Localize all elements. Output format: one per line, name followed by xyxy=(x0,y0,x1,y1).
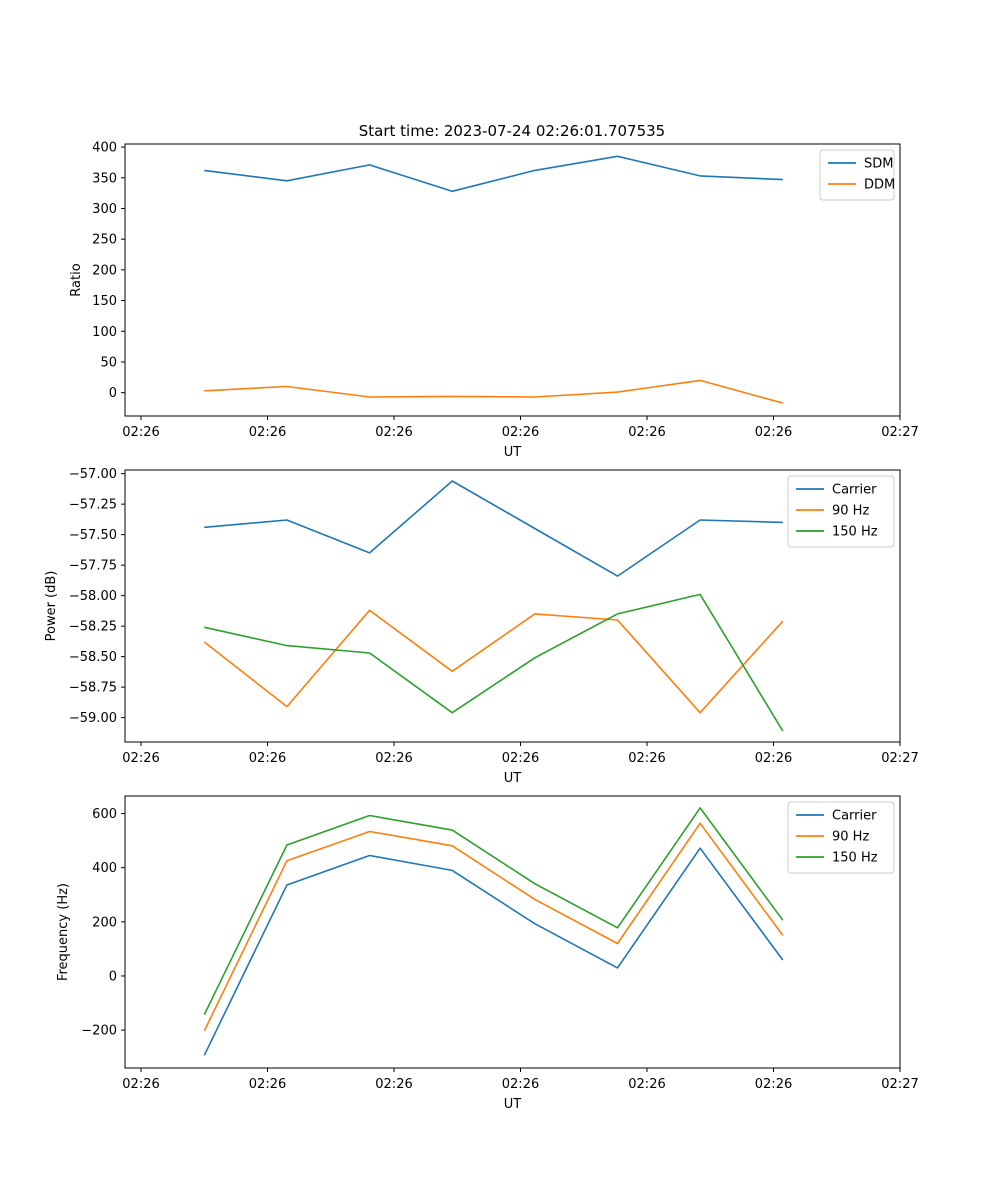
series-line-150-hz xyxy=(203,807,784,1016)
axes-frame xyxy=(124,143,901,417)
y-tick-label: −57.75 xyxy=(69,559,117,574)
x-axis-label: UT xyxy=(504,771,522,786)
x-tick-label: 02:26 xyxy=(628,425,665,440)
legend: Carrier 90 Hz 150 Hz xyxy=(787,801,895,874)
y-tick-label: 300 xyxy=(92,202,117,217)
x-tick-label: 02:26 xyxy=(375,751,412,766)
subplot-2: 02:26 02:26 02:26 02:26 02:26 02:26 02:27 −57.0… xyxy=(44,467,919,786)
legend-label: 90 Hz xyxy=(832,504,869,519)
y-tick-label: 200 xyxy=(92,915,117,930)
y-tick-label: 50 xyxy=(100,355,117,370)
series-line-ddm xyxy=(204,379,784,404)
x-tick-label: 02:27 xyxy=(881,425,918,440)
x-tick-label: 02:26 xyxy=(755,751,792,766)
x-tick-label: 02:26 xyxy=(755,1077,792,1092)
legend: Carrier 90 Hz 150 Hz xyxy=(787,475,895,548)
y-tick-label: −59.00 xyxy=(69,711,117,726)
x-tick-label: 02:26 xyxy=(249,425,286,440)
y-tick-label: −58.75 xyxy=(69,681,117,696)
x-tick-label: 02:26 xyxy=(122,1077,159,1092)
x-tick-label: 02:26 xyxy=(375,425,412,440)
y-tick-label: −58.25 xyxy=(69,620,117,635)
y-tick-label: −57.25 xyxy=(69,498,117,513)
y-tick-label: 0 xyxy=(109,386,117,401)
x-axis-label: UT xyxy=(504,445,522,460)
legend-label: Carrier xyxy=(832,809,877,824)
x-tick-label: 02:27 xyxy=(881,751,918,766)
series-line-carrier xyxy=(203,847,784,1056)
subplots: 02:26 02:26 02:26 02:26 02:26 02:26 02:27 0 50 10… xyxy=(44,141,919,1112)
y-tick-label: 350 xyxy=(92,171,117,186)
subplot-1: 02:26 02:26 02:26 02:26 02:26 02:26 02:27 0 50 10… xyxy=(69,141,919,460)
legend-label: DDM xyxy=(864,178,895,193)
series-line-90-hz xyxy=(203,822,784,1032)
y-tick-label: −57.00 xyxy=(69,467,117,482)
legend-label: 90 Hz xyxy=(832,830,869,845)
series-line-carrier xyxy=(204,480,783,577)
series-line-sdm xyxy=(204,155,783,193)
series-line-150-hz xyxy=(204,593,784,732)
legend-label: 150 Hz xyxy=(832,851,878,866)
y-tick-label: −58.00 xyxy=(69,589,117,604)
x-tick-label: 02:26 xyxy=(628,1077,665,1092)
x-tick-label: 02:27 xyxy=(881,1077,918,1092)
series-line-90-hz xyxy=(203,609,784,714)
y-axis-label: Power (dB) xyxy=(44,571,59,642)
legend-box xyxy=(787,801,895,874)
x-axis-label: UT xyxy=(504,1097,522,1112)
y-tick-label: 200 xyxy=(92,263,117,278)
y-tick-label: 250 xyxy=(92,233,117,248)
x-tick-label: 02:26 xyxy=(122,425,159,440)
y-tick-label: −200 xyxy=(81,1024,117,1039)
legend: SDM DDM xyxy=(819,149,895,201)
legend-box xyxy=(787,475,895,548)
subplot-3: 02:26 02:26 02:26 02:26 02:26 02:26 02:27 −200 0… xyxy=(56,795,919,1112)
y-tick-label: 100 xyxy=(92,325,117,340)
figure-title: Start time: 2023-07-24 02:26:01.707535 xyxy=(359,122,665,140)
x-tick-label: 02:26 xyxy=(502,425,539,440)
y-tick-label: −57.50 xyxy=(69,528,117,543)
y-axis-label: Ratio xyxy=(69,263,84,296)
legend-label: Carrier xyxy=(832,483,877,498)
y-tick-label: 150 xyxy=(92,294,117,309)
y-tick-label: 0 xyxy=(109,969,117,984)
x-tick-label: 02:26 xyxy=(122,751,159,766)
x-tick-label: 02:26 xyxy=(375,1077,412,1092)
x-tick-label: 02:26 xyxy=(628,751,665,766)
axes-frame xyxy=(124,795,901,1069)
x-tick-label: 02:26 xyxy=(249,1077,286,1092)
y-tick-label: −58.50 xyxy=(69,650,117,665)
y-tick-label: 400 xyxy=(92,861,117,876)
x-tick-label: 02:26 xyxy=(502,751,539,766)
y-axis-label: Frequency (Hz) xyxy=(56,883,71,981)
legend-label: SDM xyxy=(864,157,893,172)
y-tick-label: 600 xyxy=(92,807,117,822)
axes-frame xyxy=(124,469,901,743)
legend-label: 150 Hz xyxy=(832,525,878,540)
x-tick-label: 02:26 xyxy=(502,1077,539,1092)
x-tick-label: 02:26 xyxy=(249,751,286,766)
x-tick-label: 02:26 xyxy=(755,425,792,440)
y-tick-label: 400 xyxy=(92,141,117,156)
